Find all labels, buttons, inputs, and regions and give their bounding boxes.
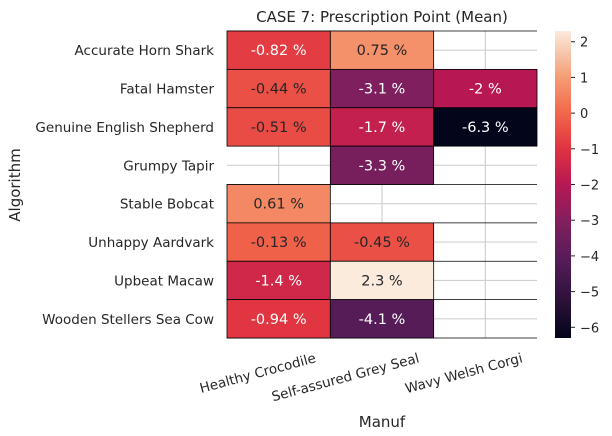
y-tick-labels: Accurate Horn Shark Fatal Hamster Genuine … <box>35 43 214 328</box>
heatmap-cell <box>433 107 538 147</box>
colorbar-tick-label: −1 <box>580 143 599 158</box>
heatmap-cell <box>329 299 435 339</box>
colorbar-tick-label: −4 <box>580 250 599 265</box>
y-tick-label: Accurate Horn Shark <box>75 43 215 59</box>
heatmap-cell <box>433 68 538 109</box>
colorbar-tick-label: 1 <box>580 71 588 86</box>
heatmap-cell <box>329 260 435 301</box>
y-tick-label: Wooden Stellers Sea Cow <box>42 312 214 328</box>
cell-value-label: -1.4 % <box>255 273 302 289</box>
colorbar-tick-label: 2 <box>580 36 588 51</box>
chart-title: CASE 7: Prescription Point (Mean) <box>256 8 508 26</box>
heatmap-cell <box>226 30 331 70</box>
cell-value-label: -3.3 % <box>359 158 406 174</box>
cell-value-label: 2.3 % <box>361 273 402 289</box>
cell-value-label: -0.13 % <box>251 235 307 251</box>
cell-value-label: -4.1 % <box>359 312 406 328</box>
cell-value-label: -3.1 % <box>359 82 406 98</box>
cell-value-label: 0.61 % <box>253 197 304 213</box>
heatmap-cell <box>226 107 331 147</box>
heatmap-cell <box>226 184 331 224</box>
y-tick-label: Fatal Hamster <box>120 82 215 98</box>
heatmap-cells: -0.82 % 0.75 % -0.44 % -3.1 % -2 % -0.51 % -1.… <box>226 30 538 339</box>
y-tick-label: Unhappy Aardvark <box>88 235 214 251</box>
y-tick-label: Genuine English Shepherd <box>35 120 214 136</box>
cell-value-label: -0.44 % <box>251 82 307 98</box>
cell-value-label: -0.45 % <box>354 235 410 251</box>
cell-value-label: -0.82 % <box>251 43 307 59</box>
colorbar-tick-label: 0 <box>580 107 588 122</box>
cell-value-label: 0.75 % <box>357 43 408 59</box>
heatmap-cell <box>226 68 331 109</box>
cell-value-label: -1.7 % <box>359 120 406 136</box>
x-tick-label: Wavy Welsh Corgi <box>404 350 525 397</box>
heatmap-cell <box>329 68 435 109</box>
y-tick-label: Stable Bobcat <box>120 197 214 213</box>
y-axis-label: Algorithm <box>6 148 24 221</box>
y-tick-label: Upbeat Macaw <box>114 273 214 289</box>
colorbar-gradient <box>555 31 571 338</box>
heatmap-cell <box>226 299 331 339</box>
colorbar: 2 1 0 −1 −2 −3 −4 −5 −6 <box>555 31 599 338</box>
heatmap-cell <box>329 222 435 262</box>
cell-value-label: -0.94 % <box>251 312 307 328</box>
cell-value-label: -0.51 % <box>251 120 307 136</box>
y-tick-label: Grumpy Tapir <box>123 158 214 174</box>
colorbar-tick-label: −3 <box>580 214 599 229</box>
cell-value-label: -6.3 % <box>462 120 509 136</box>
x-axis-label: Manuf <box>359 413 406 431</box>
heatmap-cell <box>329 145 435 185</box>
colorbar-tick-label: −2 <box>580 179 599 194</box>
cell-value-label: -2 % <box>469 82 502 98</box>
colorbar-tick-label: −5 <box>580 286 599 301</box>
colorbar-tick-label: −6 <box>580 321 599 336</box>
